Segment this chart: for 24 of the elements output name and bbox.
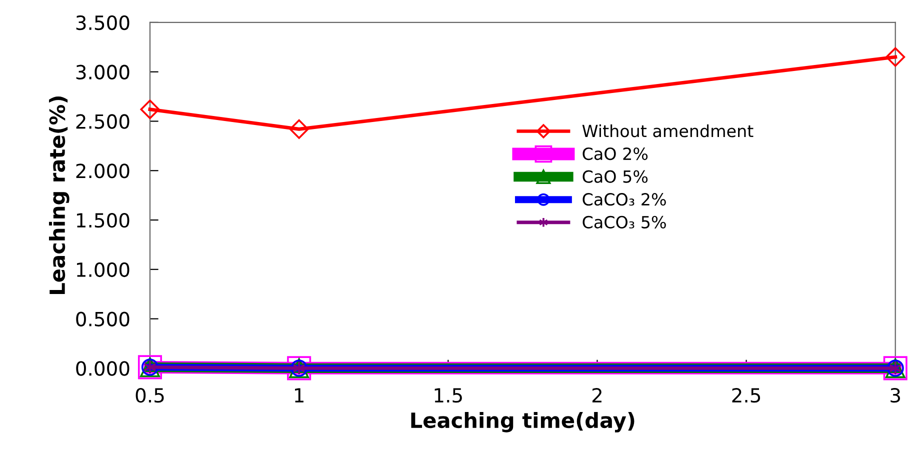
y-tick-label: 3.500 xyxy=(76,15,130,30)
legend-label: CaO 2% xyxy=(582,147,648,160)
legend-label: CaCO₃ 2% xyxy=(582,193,666,206)
y-tick-label: 2.500 xyxy=(76,114,130,129)
legend-label: CaCO₃ 5% xyxy=(582,216,666,228)
y-tick-label: 0.500 xyxy=(76,312,130,326)
y-axis-title: Leaching rate(%) xyxy=(48,96,70,294)
y-tick-label: 1.000 xyxy=(77,262,130,278)
y-tick-label: 0.000 xyxy=(76,361,130,376)
x-tick-label: 2.5 xyxy=(732,388,760,403)
x-tick-label: 2 xyxy=(592,388,602,402)
x-tick-label: 0.5 xyxy=(136,388,164,403)
y-tick-label: 3.000 xyxy=(76,64,130,80)
y-tick-label: 2.000 xyxy=(76,164,130,178)
x-tick-label: 1.5 xyxy=(434,388,462,403)
legend-label: Without amendment xyxy=(582,124,754,138)
x-tick-label: 1 xyxy=(295,388,304,402)
point xyxy=(140,100,160,120)
legend-label: CaO 5% xyxy=(582,170,648,183)
point xyxy=(289,119,309,139)
point xyxy=(886,47,906,67)
y-tick-label: 1.500 xyxy=(77,212,130,228)
x-axis-title: Leaching time(day) xyxy=(411,412,634,432)
x-tick-label: 3 xyxy=(890,388,900,403)
